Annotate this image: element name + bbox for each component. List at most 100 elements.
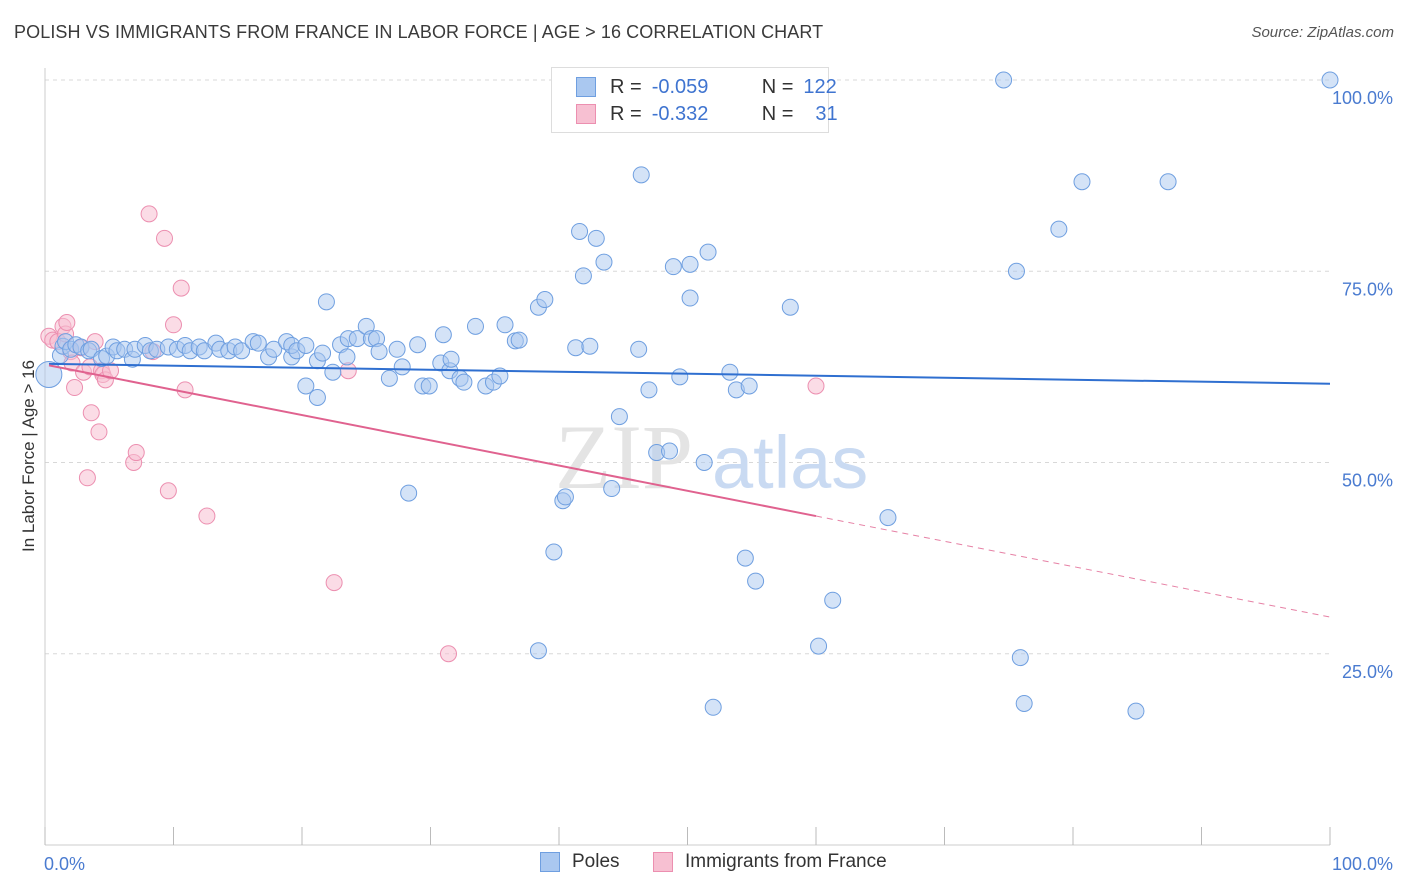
poles-point	[704, 698, 722, 716]
france-point	[172, 279, 190, 297]
legend-item-france: Immigrants from France	[653, 851, 887, 873]
poles-point	[1321, 71, 1339, 89]
y-tick-label: 25.0%	[1342, 662, 1393, 682]
france-point	[78, 469, 96, 487]
france-point	[127, 444, 145, 462]
poles-point	[314, 344, 332, 362]
y-tick-label: 50.0%	[1342, 471, 1393, 491]
poles-point	[388, 340, 406, 358]
poles-point	[420, 377, 438, 395]
poles-point	[747, 572, 765, 590]
poles-point	[466, 317, 484, 335]
france-point	[90, 423, 108, 441]
poles-legend-label: Poles	[572, 851, 620, 872]
poles-r-label: R =	[610, 75, 642, 98]
france-point	[58, 314, 76, 332]
tick-labels: 25.0% 50.0% 75.0% 100.0% 0.0% 100.0%	[44, 88, 1393, 874]
poles-point	[556, 488, 574, 506]
poles-point	[434, 326, 452, 344]
france-trend-extension	[815, 515, 1331, 618]
poles-point	[233, 342, 251, 360]
poles-point	[630, 340, 648, 358]
poles-point	[736, 549, 754, 567]
poles-point	[699, 243, 717, 261]
poles-point	[740, 377, 758, 395]
poles-point	[587, 229, 605, 247]
france-point	[325, 574, 343, 592]
france-point	[176, 381, 194, 399]
poles-point	[380, 369, 398, 387]
poles-point	[545, 543, 563, 561]
poles-point	[393, 358, 411, 376]
poles-point	[824, 591, 842, 609]
france-r-label: R =	[610, 102, 642, 125]
france-point	[66, 379, 84, 397]
france-point	[159, 482, 177, 500]
france-n-label: N =	[761, 102, 794, 125]
poles-point	[1050, 220, 1068, 238]
france-trend-line	[48, 364, 817, 518]
france-point	[439, 645, 457, 663]
poles-point	[1073, 173, 1091, 191]
france-points	[40, 205, 825, 663]
poles-n-label: N =	[761, 75, 794, 98]
poles-point	[632, 166, 650, 184]
poles-legend-swatch	[540, 852, 560, 872]
poles-point	[338, 348, 356, 366]
axes-layer	[44, 68, 1331, 846]
france-legend-swatch	[653, 852, 673, 872]
poles-swatch	[576, 77, 596, 97]
y-axis-label: In Labor Force | Age > 16	[19, 360, 38, 552]
france-point	[198, 507, 216, 525]
poles-point	[529, 642, 547, 660]
poles-point	[249, 334, 267, 352]
poles-point	[1015, 694, 1033, 712]
france-point	[165, 316, 182, 334]
y-tick-label: 100.0%	[1332, 88, 1393, 108]
poles-point	[324, 363, 342, 381]
poles-point	[536, 291, 554, 309]
poles-point	[810, 637, 828, 655]
poles-point	[671, 368, 689, 386]
poles-point	[574, 267, 592, 285]
legend-item-poles: Poles	[540, 851, 620, 873]
france-n-value: 31	[815, 102, 838, 125]
poles-point	[664, 258, 682, 276]
poles-point	[491, 367, 509, 385]
poles-n-value: 122	[803, 75, 837, 98]
poles-trend-line	[48, 362, 1331, 385]
poles-point	[1159, 173, 1177, 191]
poles-point	[370, 343, 388, 361]
poles-point	[1011, 649, 1029, 667]
bottom-legend: Poles Immigrants from France	[0, 851, 1406, 877]
poles-point	[308, 388, 326, 406]
poles-point	[721, 363, 739, 381]
france-point	[140, 205, 158, 223]
poles-point	[610, 408, 628, 426]
poles-point	[781, 298, 799, 316]
france-point	[156, 229, 174, 247]
poles-point	[1007, 262, 1025, 280]
x-tick-label-min: 0.0%	[44, 854, 85, 874]
france-legend-label: Immigrants from France	[685, 851, 887, 872]
poles-point	[603, 480, 621, 498]
poles-point	[409, 336, 427, 354]
france-point	[82, 404, 100, 422]
poles-point	[567, 339, 585, 357]
watermark: ZIP atlas	[555, 406, 868, 508]
poles-point	[681, 289, 699, 307]
legend-row-france: R = -0.332 N = 31	[576, 101, 838, 127]
poles-point	[510, 331, 528, 349]
france-point	[807, 377, 825, 395]
poles-point	[681, 255, 699, 273]
poles-points	[35, 71, 1339, 720]
poles-point	[400, 484, 418, 502]
poles-point	[695, 454, 713, 471]
poles-point	[35, 361, 63, 389]
poles-point	[496, 316, 514, 334]
poles-point	[455, 373, 473, 391]
poles-point	[640, 381, 658, 399]
poles-point	[1127, 702, 1145, 720]
poles-point	[297, 336, 315, 354]
